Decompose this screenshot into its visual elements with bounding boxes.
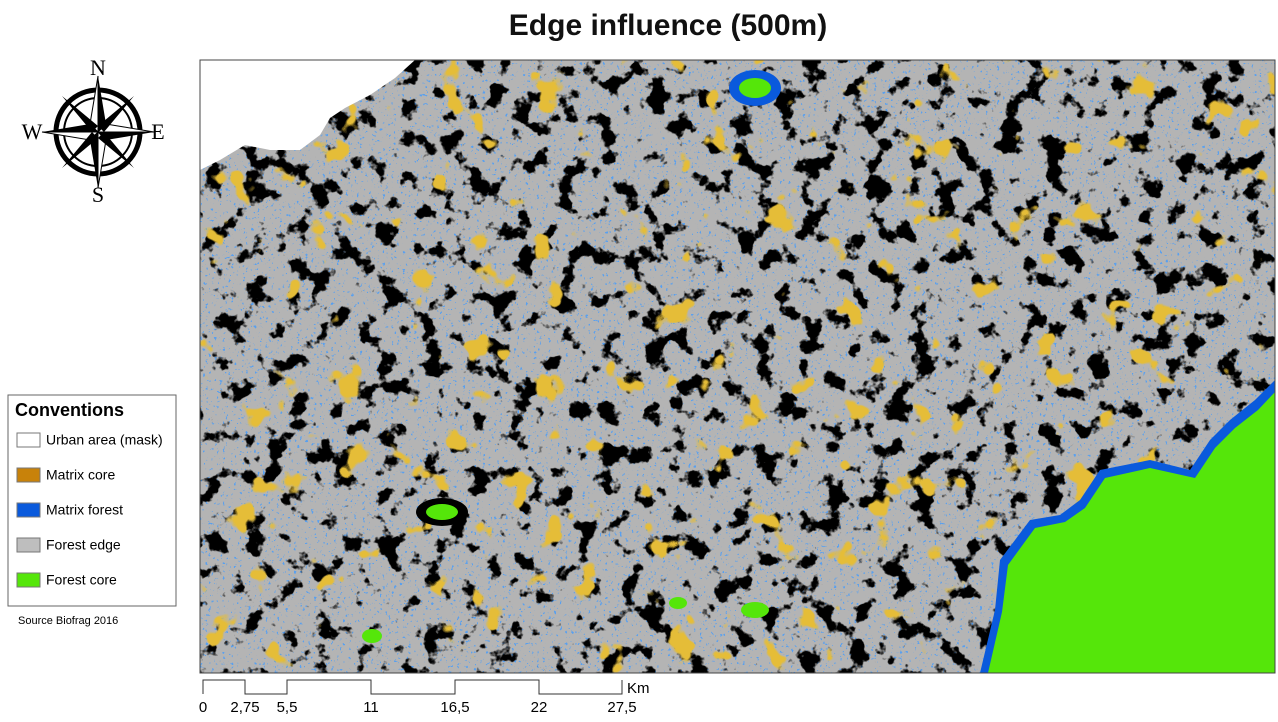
scale-label: 22 bbox=[531, 699, 548, 716]
map-title: Edge influence (500m) bbox=[509, 9, 827, 42]
legend-swatch bbox=[17, 538, 40, 552]
forest-core-patch bbox=[362, 629, 382, 643]
compass-east: E bbox=[151, 119, 164, 144]
forest-core-patch bbox=[669, 597, 687, 609]
scale-segment bbox=[371, 680, 455, 694]
source-note: Source Biofrag 2016 bbox=[18, 615, 118, 627]
legend-label: Forest core bbox=[46, 572, 117, 588]
map bbox=[200, 60, 1275, 673]
scale-bar: 0 2,75 5,5 11 16,5 22 27,5 Km bbox=[199, 680, 650, 716]
legend: Conventions Urban area (mask) Matrix core… bbox=[8, 395, 176, 606]
compass-west: W bbox=[22, 119, 43, 144]
compass-north: N bbox=[90, 55, 106, 80]
scale-segment bbox=[539, 680, 622, 694]
legend-label: Matrix forest bbox=[46, 502, 123, 518]
legend-title: Conventions bbox=[15, 400, 124, 420]
scale-label: 16,5 bbox=[440, 699, 469, 716]
scale-segment bbox=[203, 680, 245, 694]
legend-swatch bbox=[17, 433, 40, 447]
forest-core-patch bbox=[426, 504, 458, 520]
page: Edge influence (500m) N E S W Convention… bbox=[0, 0, 1278, 717]
legend-swatch bbox=[17, 503, 40, 517]
compass-south: S bbox=[92, 182, 104, 207]
scale-label: 27,5 bbox=[607, 699, 636, 716]
map-layout: Edge influence (500m) N E S W Convention… bbox=[0, 0, 1278, 717]
legend-swatch bbox=[17, 573, 40, 587]
scale-label: 5,5 bbox=[277, 699, 298, 716]
legend-label: Urban area (mask) bbox=[46, 432, 163, 448]
scale-label: 2,75 bbox=[230, 699, 259, 716]
forest-core-patch bbox=[739, 78, 771, 98]
scale-segment bbox=[287, 680, 371, 694]
legend-label: Matrix core bbox=[46, 467, 115, 483]
scale-segment bbox=[455, 680, 539, 694]
scale-unit: Km bbox=[627, 680, 650, 697]
forest-core-patch bbox=[741, 602, 769, 618]
legend-swatch bbox=[17, 468, 40, 482]
scale-label: 11 bbox=[363, 699, 379, 716]
compass: N E S W bbox=[22, 55, 165, 207]
scale-segment bbox=[245, 680, 287, 694]
legend-label: Forest edge bbox=[46, 537, 121, 553]
scale-label: 0 bbox=[199, 699, 207, 716]
